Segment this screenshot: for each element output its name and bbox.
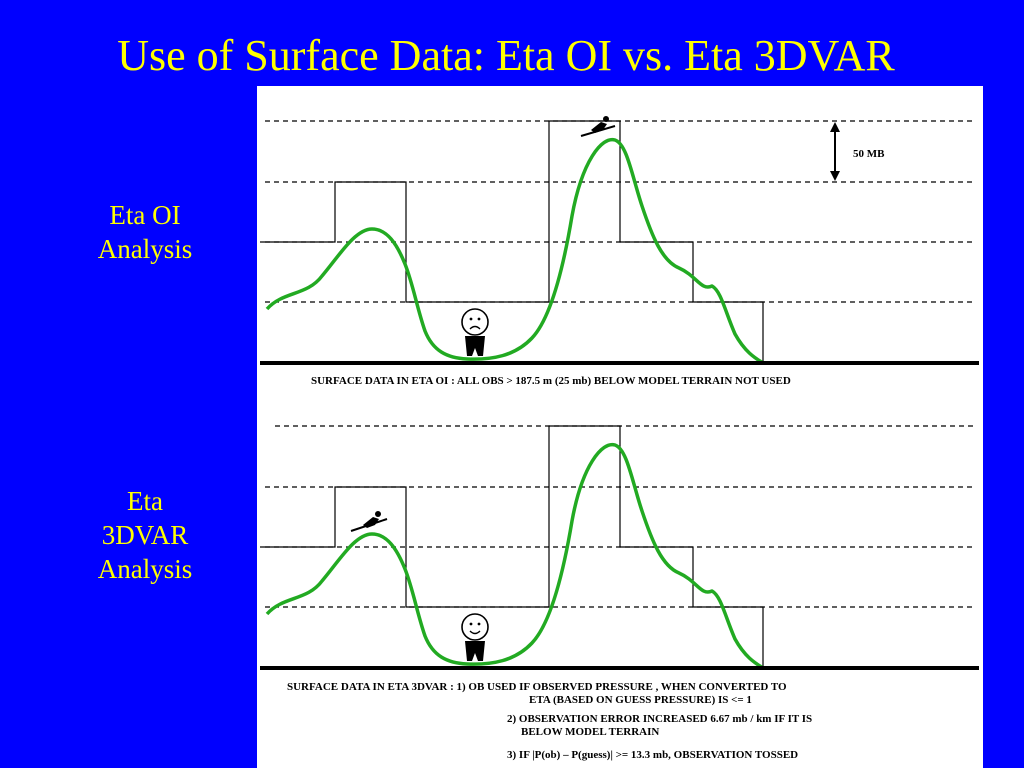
sad-face-icon [461, 308, 489, 356]
eta-3dvar-label: Eta 3DVAR Analysis [40, 484, 250, 586]
eta-3dvar-diagram: SURFACE DATA IN ETA 3DVAR : 1) OB USED I… [260, 425, 979, 761]
3dvar-caption-line: BELOW MODEL TERRAIN [521, 726, 659, 738]
eta-oi-label: Eta OI Analysis [40, 198, 250, 266]
oi-caption: SURFACE DATA IN ETA OI : ALL OBS > 187.5… [311, 375, 791, 387]
slide-title: Use of Surface Data: Eta OI vs. Eta 3DVA… [117, 31, 895, 80]
eta-3dvar-label-line-1: Eta [127, 486, 163, 516]
eta-oi-diagram: 50 MB SURFACE DATA IN ETA OI : ALL OBS >… [260, 116, 979, 387]
3dvar-terrain-curve [265, 442, 764, 670]
oi-model-terrain-steps [260, 120, 764, 363]
eta-oi-label-line-2: Analysis [97, 234, 193, 264]
3dvar-caption: SURFACE DATA IN ETA 3DVAR : 1) OB USED I… [287, 681, 812, 761]
eta-3dvar-label-line-2: 3DVAR [101, 520, 189, 550]
skier-icon [580, 116, 616, 137]
3dvar-caption-line: 3) IF |P(ob) – P(guess)| >= 13.3 mb, OBS… [507, 749, 798, 761]
scale-label: 50 MB [853, 148, 885, 160]
3dvar-caption-line: 2) OBSERVATION ERROR INCREASED 6.67 mb /… [507, 713, 812, 725]
terrain-diagram: 50 MB SURFACE DATA IN ETA OI : ALL OBS >… [260, 116, 979, 761]
skier-icon [350, 511, 388, 532]
eta-oi-label-line-1: Eta OI [109, 200, 181, 230]
3dvar-model-terrain-steps [260, 425, 764, 668]
3dvar-caption-line: ETA (BASED ON GUESS PRESSURE) IS <= 1 [529, 694, 752, 706]
3dvar-caption-line: SURFACE DATA IN ETA 3DVAR : 1) OB USED I… [287, 681, 787, 693]
eta-3dvar-label-line-3: Analysis [97, 554, 193, 584]
oi-terrain-curve [265, 137, 764, 365]
diagram-panel: 50 MB SURFACE DATA IN ETA OI : ALL OBS >… [257, 86, 983, 768]
happy-face-icon [461, 613, 489, 661]
